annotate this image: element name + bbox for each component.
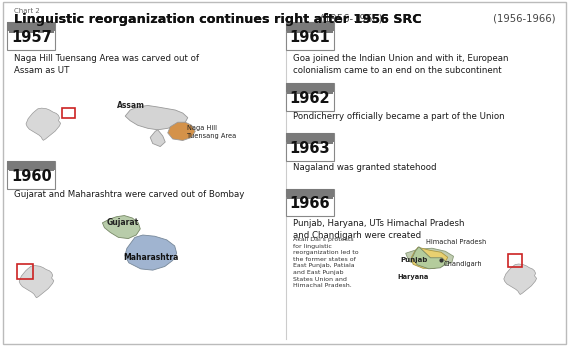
Text: 1963: 1963 bbox=[290, 141, 331, 156]
Text: 1962: 1962 bbox=[290, 91, 331, 106]
FancyBboxPatch shape bbox=[286, 22, 335, 50]
Text: Himachal Pradesh: Himachal Pradesh bbox=[426, 238, 486, 245]
FancyBboxPatch shape bbox=[286, 83, 335, 92]
FancyBboxPatch shape bbox=[316, 89, 323, 94]
Text: 1960: 1960 bbox=[11, 169, 52, 184]
Text: Maharashtra: Maharashtra bbox=[123, 253, 179, 262]
Text: (1956-1966): (1956-1966) bbox=[490, 13, 556, 23]
FancyBboxPatch shape bbox=[287, 194, 294, 199]
FancyBboxPatch shape bbox=[286, 189, 335, 198]
Text: Akali Dal's protests
for linguistic
reorganization led to
the former states of
E: Akali Dal's protests for linguistic reor… bbox=[293, 237, 358, 288]
FancyBboxPatch shape bbox=[316, 194, 323, 199]
FancyBboxPatch shape bbox=[9, 167, 15, 172]
Text: Naga Hill
Tuensang Area: Naga Hill Tuensang Area bbox=[187, 125, 236, 139]
FancyBboxPatch shape bbox=[286, 189, 335, 216]
Text: 1961: 1961 bbox=[290, 30, 331, 45]
FancyBboxPatch shape bbox=[7, 22, 55, 50]
Text: Assam: Assam bbox=[117, 101, 145, 110]
FancyBboxPatch shape bbox=[286, 133, 335, 142]
Polygon shape bbox=[102, 216, 140, 239]
FancyBboxPatch shape bbox=[287, 139, 294, 144]
Polygon shape bbox=[413, 247, 447, 269]
FancyBboxPatch shape bbox=[316, 139, 323, 144]
Polygon shape bbox=[168, 122, 195, 140]
Text: (1956-1966): (1956-1966) bbox=[317, 13, 382, 23]
Text: Gujarat: Gujarat bbox=[106, 218, 138, 227]
FancyBboxPatch shape bbox=[326, 194, 333, 199]
Polygon shape bbox=[26, 108, 61, 140]
Text: Goa joined the Indian Union and with it, European
colonialism came to an end on : Goa joined the Indian Union and with it,… bbox=[293, 54, 509, 75]
Text: Punjab: Punjab bbox=[401, 257, 428, 263]
FancyBboxPatch shape bbox=[28, 28, 35, 33]
Polygon shape bbox=[406, 248, 453, 267]
FancyBboxPatch shape bbox=[286, 133, 335, 161]
Text: 1966: 1966 bbox=[290, 196, 331, 211]
Text: 1957: 1957 bbox=[11, 30, 52, 45]
FancyBboxPatch shape bbox=[286, 83, 335, 111]
FancyBboxPatch shape bbox=[3, 2, 566, 344]
Polygon shape bbox=[411, 247, 448, 268]
FancyBboxPatch shape bbox=[18, 28, 25, 33]
FancyBboxPatch shape bbox=[47, 167, 54, 172]
FancyBboxPatch shape bbox=[28, 167, 35, 172]
FancyBboxPatch shape bbox=[307, 139, 314, 144]
FancyBboxPatch shape bbox=[326, 89, 333, 94]
Polygon shape bbox=[125, 106, 188, 130]
FancyBboxPatch shape bbox=[9, 28, 15, 33]
Text: Linguistic reorganization continues right after 1956 SRC: Linguistic reorganization continues righ… bbox=[14, 13, 422, 26]
Text: Chart 2: Chart 2 bbox=[14, 8, 40, 13]
Polygon shape bbox=[19, 266, 53, 298]
Text: Gujarat and Maharashtra were carved out of Bombay: Gujarat and Maharashtra were carved out … bbox=[14, 190, 245, 199]
FancyBboxPatch shape bbox=[287, 89, 294, 94]
Text: Nagaland was granted statehood: Nagaland was granted statehood bbox=[293, 163, 436, 172]
FancyBboxPatch shape bbox=[326, 28, 333, 33]
FancyBboxPatch shape bbox=[316, 28, 323, 33]
FancyBboxPatch shape bbox=[286, 22, 335, 31]
FancyBboxPatch shape bbox=[297, 89, 304, 94]
FancyBboxPatch shape bbox=[297, 139, 304, 144]
FancyBboxPatch shape bbox=[287, 28, 294, 33]
Text: Haryana: Haryana bbox=[397, 274, 429, 280]
Text: Chandigarh: Chandigarh bbox=[444, 261, 483, 267]
Polygon shape bbox=[125, 235, 176, 270]
FancyBboxPatch shape bbox=[18, 167, 25, 172]
FancyBboxPatch shape bbox=[307, 194, 314, 199]
Text: Linguistic reorganization continues right after 1956 SRC: Linguistic reorganization continues righ… bbox=[14, 13, 422, 26]
FancyBboxPatch shape bbox=[7, 22, 55, 31]
FancyBboxPatch shape bbox=[47, 28, 54, 33]
Text: Pondicherry officially became a part of the Union: Pondicherry officially became a part of … bbox=[293, 112, 505, 121]
Polygon shape bbox=[150, 130, 165, 147]
FancyBboxPatch shape bbox=[7, 161, 55, 170]
FancyBboxPatch shape bbox=[38, 167, 44, 172]
FancyBboxPatch shape bbox=[297, 28, 304, 33]
Text: Naga Hill Tuensang Area was carved out of
Assam as UT: Naga Hill Tuensang Area was carved out o… bbox=[14, 54, 199, 75]
FancyBboxPatch shape bbox=[307, 89, 314, 94]
FancyBboxPatch shape bbox=[7, 161, 55, 189]
FancyBboxPatch shape bbox=[38, 28, 44, 33]
FancyBboxPatch shape bbox=[307, 28, 314, 33]
Text: Punjab, Haryana, UTs Himachal Pradesh
and Chandigarh were created: Punjab, Haryana, UTs Himachal Pradesh an… bbox=[293, 219, 464, 240]
FancyBboxPatch shape bbox=[326, 139, 333, 144]
FancyBboxPatch shape bbox=[297, 194, 304, 199]
Polygon shape bbox=[504, 264, 537, 294]
